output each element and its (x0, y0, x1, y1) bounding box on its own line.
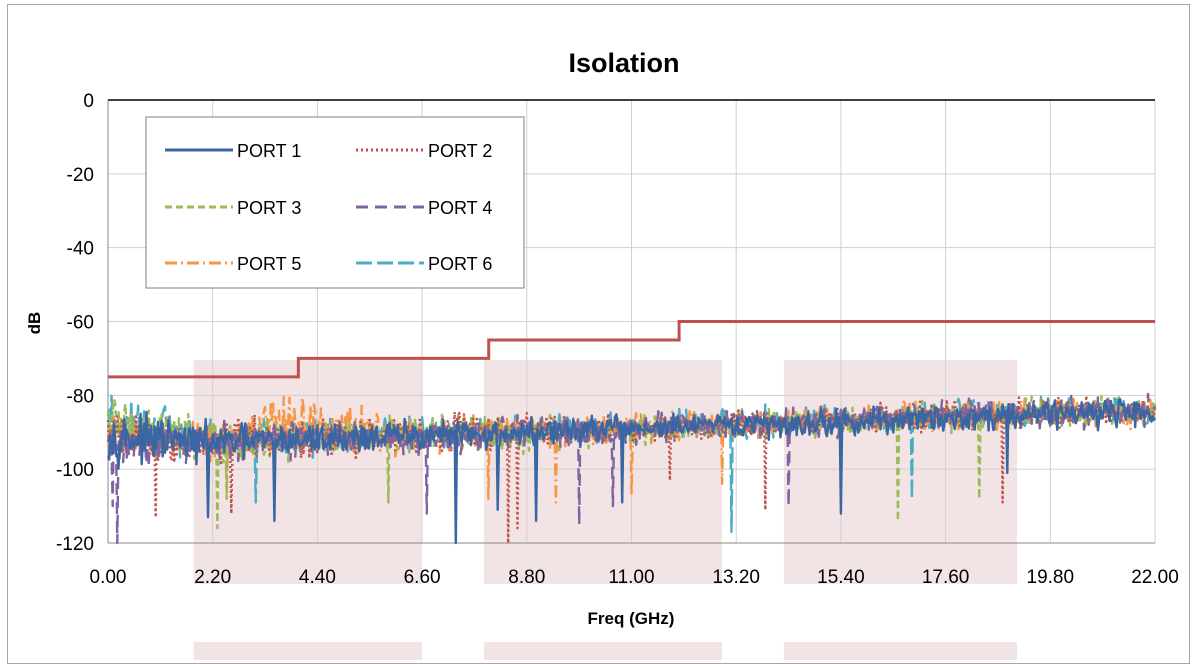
legend: PORT 1 PORT 2 PORT 3 PORT 4 PORT 5 PORT 6 (145, 116, 525, 289)
y-tick-label: -100 (56, 460, 94, 481)
y-tick-label: -80 (67, 386, 94, 407)
plot-area (107, 99, 1155, 544)
highlight-band-3 (783, 360, 1017, 584)
legend-label: PORT 3 (237, 198, 301, 218)
x-tick-label: 6.60 (404, 567, 441, 588)
legend-box (145, 116, 525, 289)
x-axis-ticks: 0.00 2.20 4.40 6.60 8.80 11.00 13.20 15.40 17.60… (90, 567, 1179, 588)
limit-line-layer (108, 320, 1155, 379)
y-axis-ticks: 0 -20 -40 -60 -80 -100 -120 (56, 91, 94, 555)
series-line-port-1 (106, 398, 1156, 545)
series-line-port-2 (106, 394, 1157, 545)
y-tick-label: 0 (83, 91, 94, 112)
series-layer (106, 392, 1157, 545)
x-tick-label: 13.20 (712, 567, 760, 588)
legend-label: PORT 5 (237, 254, 301, 274)
y-tick-label: -60 (67, 313, 94, 334)
highlight-band-2 (483, 360, 722, 584)
y-tick-label: -20 (67, 165, 94, 186)
x-tick-label: 2.20 (194, 567, 231, 588)
legend-label: PORT 4 (428, 198, 492, 218)
x-tick-label: 22.00 (1131, 567, 1179, 588)
x-tick-label: 11.00 (608, 567, 654, 588)
y-tick-label: -120 (56, 534, 94, 555)
highlight-band-lower-2 (483, 642, 722, 660)
highlight-band-lower-3 (783, 642, 1017, 660)
limit-line (108, 320, 1155, 379)
x-tick-label: 17.60 (922, 567, 970, 588)
y-axis-label: dB (25, 312, 44, 335)
x-tick-label: 0.00 (90, 567, 127, 588)
legend-label: PORT 1 (237, 141, 301, 161)
y-tick-label: -40 (67, 239, 94, 260)
x-tick-label: 19.80 (1027, 567, 1075, 588)
x-axis-label: Freq (GHz) (588, 609, 675, 628)
chart-title: Isolation (568, 48, 679, 78)
highlight-band-lower-1 (193, 642, 423, 660)
legend-label: PORT 2 (428, 141, 492, 161)
x-tick-label: 8.80 (508, 567, 545, 588)
series-line-port-3 (106, 395, 1157, 530)
legend-label: PORT 6 (428, 254, 492, 274)
x-tick-label: 15.40 (817, 567, 865, 588)
x-tick-label: 4.40 (299, 567, 336, 588)
